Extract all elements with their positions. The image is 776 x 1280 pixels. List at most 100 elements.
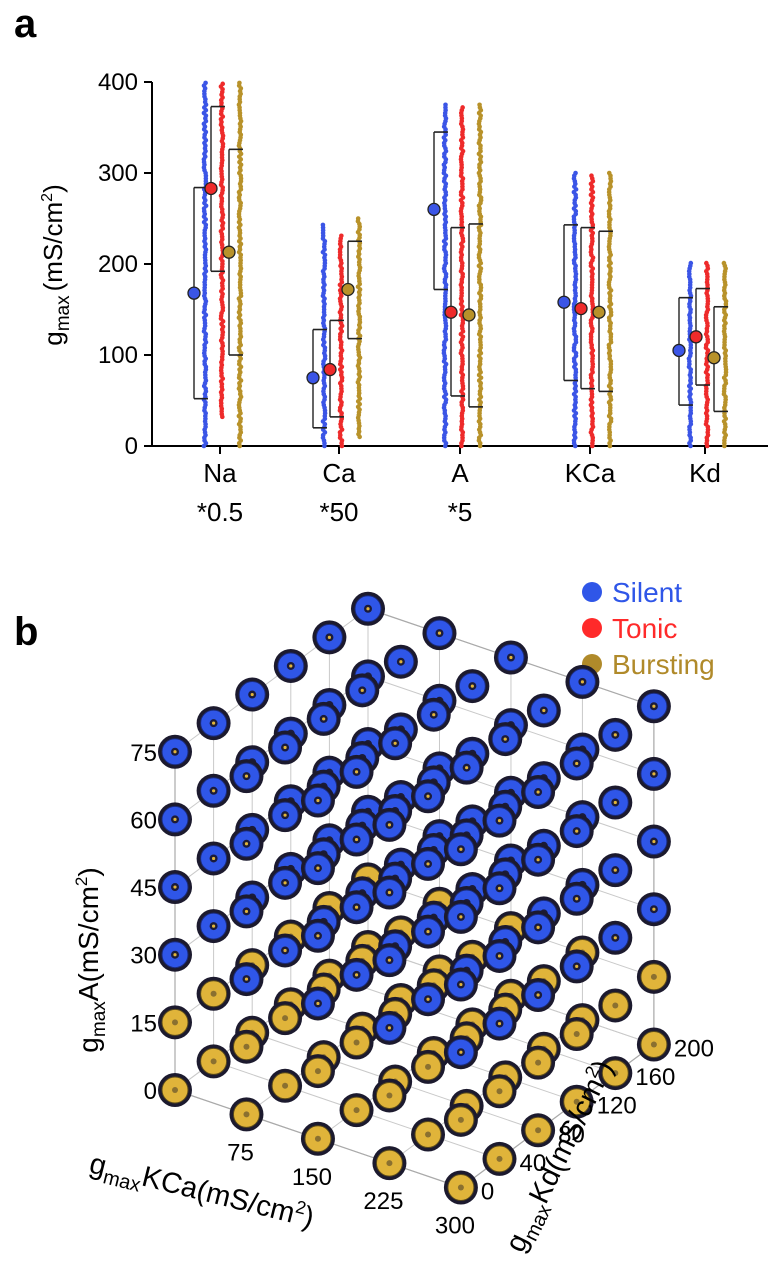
sphere-core-dot: [366, 607, 370, 611]
sphere-silent: [411, 982, 446, 1017]
sphere-core-dot: [613, 868, 617, 872]
dot-column-bursting: [721, 260, 729, 449]
sphere-core-dot: [459, 982, 463, 987]
dot-column-silent: [201, 80, 209, 449]
x-tick-label: Kd: [689, 458, 721, 488]
sphere-core-dot: [212, 924, 216, 928]
sphere-core: [457, 1116, 464, 1123]
sphere-core-dot: [652, 704, 656, 708]
z-axis-label-close: ): [73, 867, 104, 876]
z-tick-label: 15: [130, 1010, 157, 1037]
panel-label-b: b: [14, 610, 39, 654]
y-axis-label-main: g: [38, 331, 68, 345]
x-tick-scale-label: *0.5: [197, 497, 243, 527]
mean-marker-tonic: [444, 305, 458, 319]
sphere-silent: [372, 1010, 407, 1045]
sphere-silent: [521, 978, 556, 1012]
z-tick-label: 30: [130, 943, 157, 970]
sphere-core-dot: [575, 761, 579, 766]
mean-marker-bursting: [341, 282, 355, 297]
sphere-silent: [229, 826, 264, 861]
x-tick-scale-label: *50: [319, 497, 358, 527]
sphere-core-dot: [283, 948, 287, 953]
sphere-silent: [312, 620, 347, 655]
data-dot: [477, 102, 482, 108]
sphere-core-dot: [497, 819, 502, 823]
sphere-silent: [598, 717, 633, 752]
sphere-silent: [443, 899, 478, 934]
sphere-core-dot: [387, 958, 392, 962]
data-dot: [237, 80, 242, 86]
data-dot: [606, 170, 612, 176]
sphere-silent: [598, 785, 633, 820]
mean-marker-tonic: [323, 362, 337, 377]
sphere-core-dot: [613, 936, 617, 940]
sphere-core-dot: [652, 772, 656, 776]
dot-column-tonic: [588, 173, 596, 449]
dot-column-silent: [571, 170, 579, 449]
sphere-core: [243, 1043, 250, 1050]
sphere-bursting: [196, 1044, 231, 1079]
sphere-silent: [196, 773, 231, 808]
sphere-silent: [559, 746, 594, 781]
sphere-silent: [268, 933, 303, 968]
sphere-silent: [229, 894, 264, 929]
sphere-silent: [521, 910, 556, 945]
sphere-core-dot: [503, 737, 507, 741]
sphere-core-dot: [244, 774, 249, 778]
x-axis-label-main: g: [86, 1148, 109, 1183]
sphere-core-dot: [387, 823, 392, 827]
sphere-core-dot: [354, 973, 359, 977]
sphere-core-dot: [173, 750, 177, 754]
sphere-silent: [300, 986, 335, 1021]
sphere-silent: [300, 918, 335, 953]
mean-marker-tonic: [574, 301, 588, 316]
x-tick-label: Na: [203, 458, 237, 488]
z-axis-label-sup: 2: [72, 877, 91, 886]
sphere-core-dot: [459, 847, 463, 851]
sphere-core-dot: [173, 953, 177, 957]
sphere-core-dot: [283, 745, 287, 750]
sphere-bursting: [229, 1097, 264, 1132]
sphere-bursting: [521, 1045, 556, 1080]
chart-b-marks: [158, 591, 671, 1205]
sphere-core-dot: [212, 856, 216, 861]
sphere-silent: [521, 842, 556, 877]
sphere-silent: [636, 824, 671, 859]
sphere-core-dot: [173, 817, 177, 822]
chart-b-legend: Silent Tonic Bursting: [582, 577, 715, 680]
sphere-core-dot: [327, 635, 331, 639]
sphere-core-dot: [316, 934, 320, 938]
sphere-core-dot: [437, 631, 442, 635]
sphere-core-dot: [316, 798, 320, 803]
mean-marker-bursting: [222, 245, 236, 259]
sphere-silent: [378, 726, 413, 761]
sphere-core-dot: [244, 977, 249, 981]
sphere-core: [282, 1082, 289, 1089]
sphere-silent: [158, 937, 192, 972]
sphere-core: [386, 1160, 393, 1167]
z-axis-label-sub: max: [89, 1001, 110, 1037]
z-tick-label: 75: [130, 740, 157, 767]
sphere-silent: [443, 832, 478, 867]
sphere-silent: [229, 759, 264, 794]
mean-marker-bursting: [707, 351, 721, 365]
y-axis-label-close: ): [38, 184, 68, 193]
sphere-core: [314, 1135, 321, 1142]
sphere-silent: [273, 648, 308, 683]
sphere-silent: [158, 734, 192, 769]
x-tick-label: 300: [435, 1213, 475, 1240]
sphere-bursting: [521, 1113, 556, 1148]
chart-a-labels: 0 100 200 300 400 Na *0.5 Ca *50 A *5 KCa Kd: [98, 69, 721, 527]
z-axis-label-rest: A(mS/cm: [73, 886, 104, 1001]
sphere-bursting: [598, 988, 633, 1023]
sphere-silent: [339, 957, 374, 992]
sphere-silent: [268, 865, 303, 900]
sphere-core-dot: [283, 813, 287, 817]
sphere-silent: [443, 1035, 478, 1070]
sphere-bursting: [598, 1056, 633, 1091]
x-tick-label: A: [451, 458, 469, 488]
sphere-silent: [482, 871, 517, 906]
sphere-core-dot: [250, 692, 254, 697]
